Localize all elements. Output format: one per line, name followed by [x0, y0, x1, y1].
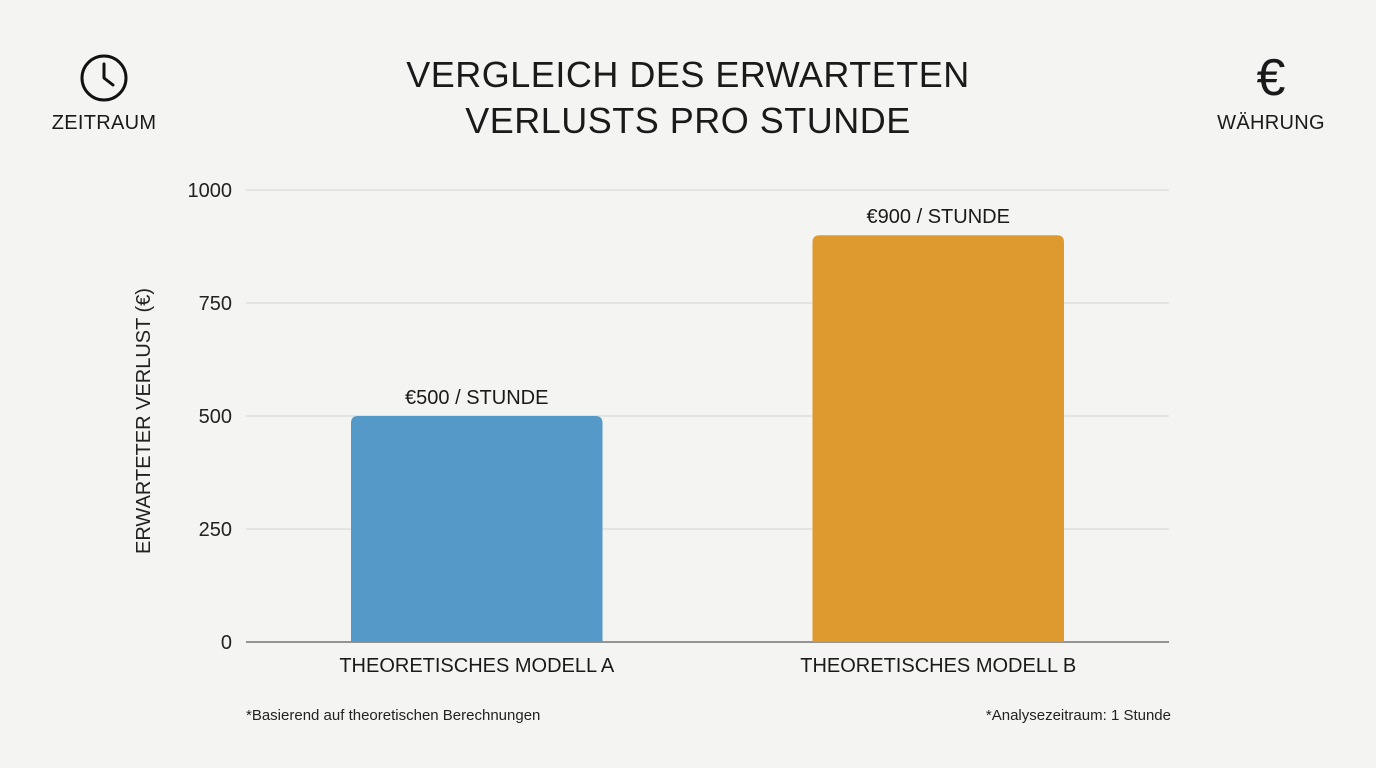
y-tick-label: 500: [199, 406, 232, 428]
x-tick-label: THEORETISCHES MODELL A: [339, 655, 615, 677]
y-tick-label: 1000: [188, 180, 233, 202]
timeframe-label: ZEITRAUM: [51, 112, 157, 134]
bar-modell-b: [812, 235, 1065, 642]
footnote-right: *Analysezeitraum: 1 Stunde: [985, 707, 1171, 724]
title-line-2: VERLUSTS PRO STUNDE: [465, 100, 911, 141]
bar-modell-a: [350, 416, 603, 642]
bar-chart: 0 250 500 750 1000 ERWARTETER VERLUST (€) €500…: [133, 180, 1169, 677]
footnote-left: *Basierend auf theoretischen Berechnunge…: [246, 707, 541, 724]
y-tick-label: 0: [221, 632, 232, 654]
euro-icon: €: [1256, 49, 1286, 107]
clock-icon: [80, 54, 128, 102]
chart-title: VERGLEICH DES ERWARTETEN VERLUSTS PRO ST…: [0, 52, 1376, 144]
currency-block: € WÄHRUNG: [1191, 52, 1351, 135]
title-line-1: VERGLEICH DES ERWARTETEN: [406, 54, 970, 95]
timeframe-block: ZEITRAUM: [24, 52, 184, 135]
bar-data-label: €500 / STUNDE: [405, 387, 548, 409]
bar-data-label: €900 / STUNDE: [867, 206, 1010, 228]
currency-label: WÄHRUNG: [1217, 112, 1325, 134]
y-axis-label: ERWARTETER VERLUST (€): [133, 288, 155, 554]
y-tick-label: 250: [199, 519, 232, 541]
x-tick-label: THEORETISCHES MODELL B: [800, 655, 1076, 677]
y-tick-label: 750: [199, 293, 232, 315]
